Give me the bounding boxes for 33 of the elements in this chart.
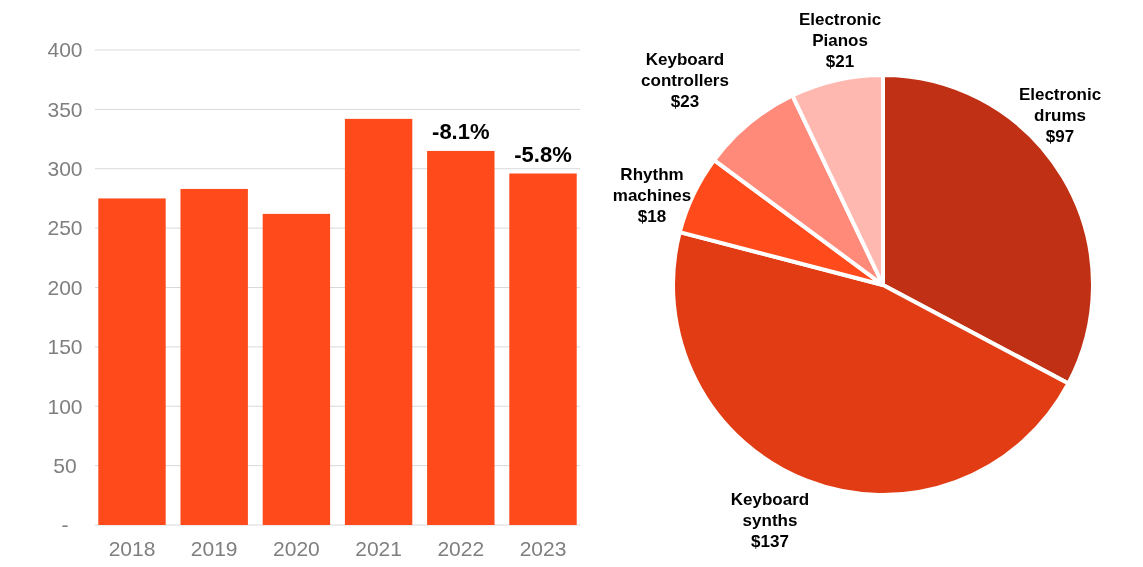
- y-tick-label: 100: [47, 394, 83, 418]
- slice-label: Keyboard synths: [730, 490, 810, 530]
- y-tick-label: 400: [47, 38, 83, 62]
- bar: [98, 198, 166, 525]
- slice-label: Rhythm machines: [612, 165, 692, 205]
- data-label: $97: [1045, 127, 1075, 146]
- slice-label: Electronic Pianos: [798, 10, 882, 50]
- data-label: $21: [825, 52, 855, 71]
- y-tick-label: 50: [53, 453, 77, 477]
- x-tick-label: 2020: [273, 537, 320, 560]
- data-label: $23: [670, 92, 700, 111]
- y-tick-label: -: [61, 513, 69, 537]
- y-tick-label: 200: [47, 275, 83, 299]
- annotation: -5.8%: [514, 141, 572, 167]
- y-tick-label: 350: [47, 97, 83, 121]
- x-tick-label: 2021: [355, 537, 402, 560]
- bar: [262, 213, 331, 525]
- x-tick-label: 2019: [190, 537, 238, 560]
- bar: [427, 150, 495, 525]
- bar: [509, 173, 577, 525]
- bar: [344, 118, 413, 525]
- x-tick-label: 2023: [519, 537, 567, 560]
- y-tick-label: 300: [47, 157, 83, 181]
- slice-label: Electronic drums: [1018, 85, 1102, 125]
- y-tick-label: 250: [47, 216, 83, 240]
- data-label: $137: [751, 532, 789, 551]
- annotation: -8.1%: [432, 118, 490, 144]
- bar: [180, 188, 248, 525]
- y-tick-label: 150: [47, 335, 83, 359]
- slice-label: Keyboard controllers: [641, 50, 729, 90]
- data-label: $18: [637, 207, 667, 226]
- x-tick-label: 2022: [437, 537, 485, 560]
- x-tick-label: 2018: [108, 537, 156, 560]
